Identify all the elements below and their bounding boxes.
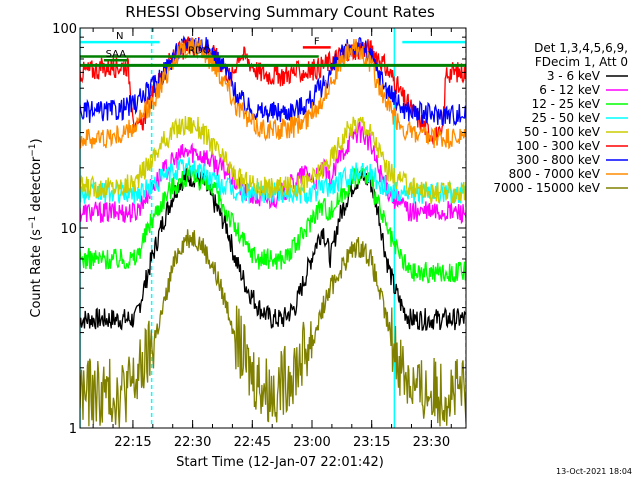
legend-entry-label: 800 - 7000 keV [509,167,601,181]
y-tick-label: 10 [60,222,77,237]
x-tick-label: 22:30 [174,435,211,450]
flag-label: SAA [106,49,127,60]
x-tick-label: 23:15 [353,435,390,450]
series-line-8 [80,38,466,150]
legend-entry-label: 7000 - 15000 keV [493,181,600,195]
legend: Det 1,3,4,5,6,9, FDecim 1, Att 0 3 - 6 k… [493,41,628,195]
legend-entry-label: 3 - 6 keV [547,69,601,83]
series-line-7 [80,35,466,127]
flag-label: N [116,31,123,42]
legend-entry-label: 12 - 25 keV [532,97,601,111]
footer-timestamp: 13-Oct-2021 18:04 [556,467,632,476]
y-tick-label: 100 [52,22,77,37]
series-line-1 [80,168,466,331]
x-axis-label: Start Time (12-Jan-07 22:01:42) [176,455,384,470]
legend-entry-label: 6 - 12 keV [539,83,601,97]
y-axis-label: Count Rate (s−1 detector−1) [28,138,44,317]
x-tick-label: 23:30 [413,435,450,450]
x-tick-label: 22:15 [114,435,151,450]
series-line-2 [80,121,466,225]
series-line-5 [80,115,466,204]
legend-title-line: FDecim 1, Att 0 [535,55,628,69]
flag-label: F [314,36,320,47]
legend-title-line: Det 1,3,4,5,6,9, [534,41,628,55]
x-tick-label: 23:00 [293,435,330,450]
series-line-4 [80,157,466,205]
x-tick-label: 22:45 [234,435,271,450]
legend-entry-label: 300 - 800 keV [516,153,600,167]
legend-entry-label: 50 - 100 keV [524,125,601,139]
series-line-3 [80,165,466,284]
legend-entry-label: 100 - 300 keV [516,139,600,153]
plot-area: N RDO SAA F 22:15 22:30 22:45 23:00 23:15 23:30 1 1… [52,22,467,450]
flag-label: RDO [188,46,211,57]
series-line-9 [80,229,466,428]
y-tick-label: 1 [69,422,77,437]
plot-series-group: N RDO SAA F [80,28,466,428]
chart-title: RHESSI Observing Summary Count Rates [125,3,435,21]
legend-entry-label: 25 - 50 keV [532,111,601,125]
